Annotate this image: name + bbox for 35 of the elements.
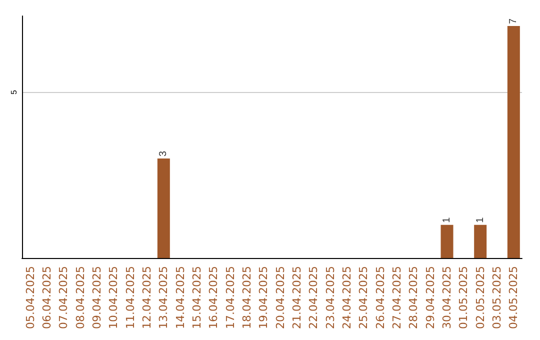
x-tick-label: 09.04.2025 bbox=[90, 266, 104, 330]
x-tick-label: 07.04.2025 bbox=[57, 266, 70, 330]
x-tick-label: 04.05.2025 bbox=[507, 266, 520, 330]
x-tick-label: 10.04.2025 bbox=[107, 266, 120, 330]
x-tick-label: 19.04.2025 bbox=[257, 266, 270, 330]
x-tick-label: 15.04.2025 bbox=[190, 266, 204, 330]
x-tick-label: 06.04.2025 bbox=[40, 266, 54, 330]
x-tick-label: 20.04.2025 bbox=[274, 266, 287, 330]
x-tick-label: 02.05.2025 bbox=[474, 266, 487, 330]
x-tick-label: 17.04.2025 bbox=[224, 266, 237, 330]
x-tick-label: 16.04.2025 bbox=[207, 266, 220, 330]
x-tick-label: 01.05.2025 bbox=[457, 266, 470, 330]
x-tick-label: 18.04.2025 bbox=[240, 266, 254, 330]
x-tick-label: 08.04.2025 bbox=[74, 266, 87, 330]
x-tick-label: 29.04.2025 bbox=[424, 266, 437, 330]
x-tick-label: 24.04.2025 bbox=[340, 266, 354, 330]
x-tick-label: 21.04.2025 bbox=[290, 266, 304, 330]
x-tick-label: 05.04.2025 bbox=[24, 266, 37, 330]
x-tick-label: 25.04.2025 bbox=[357, 266, 370, 330]
x-tick-label: 30.04.2025 bbox=[440, 266, 454, 330]
data-label: 7 bbox=[508, 18, 520, 24]
x-tick-label: 23.04.2025 bbox=[324, 266, 337, 330]
x-tick-label: 14.04.2025 bbox=[174, 266, 187, 330]
x-tick-label: 13.04.2025 bbox=[157, 266, 170, 330]
x-tick-label: 12.04.2025 bbox=[140, 266, 154, 330]
x-tick-label: 26.04.2025 bbox=[374, 266, 387, 330]
x-tick-label: 22.04.2025 bbox=[307, 266, 320, 330]
data-label: 1 bbox=[442, 216, 452, 223]
y-tick-label: 5 bbox=[10, 89, 18, 94]
data-label: 3 bbox=[158, 150, 170, 157]
data-label: 1 bbox=[474, 216, 486, 223]
x-tick-label: 11.04.2025 bbox=[124, 266, 137, 330]
x-tick-label: 27.04.2025 bbox=[390, 266, 404, 330]
x-tick-label: 28.04.2025 bbox=[407, 266, 420, 330]
x-tick-label: 03.05.2025 bbox=[490, 266, 504, 330]
